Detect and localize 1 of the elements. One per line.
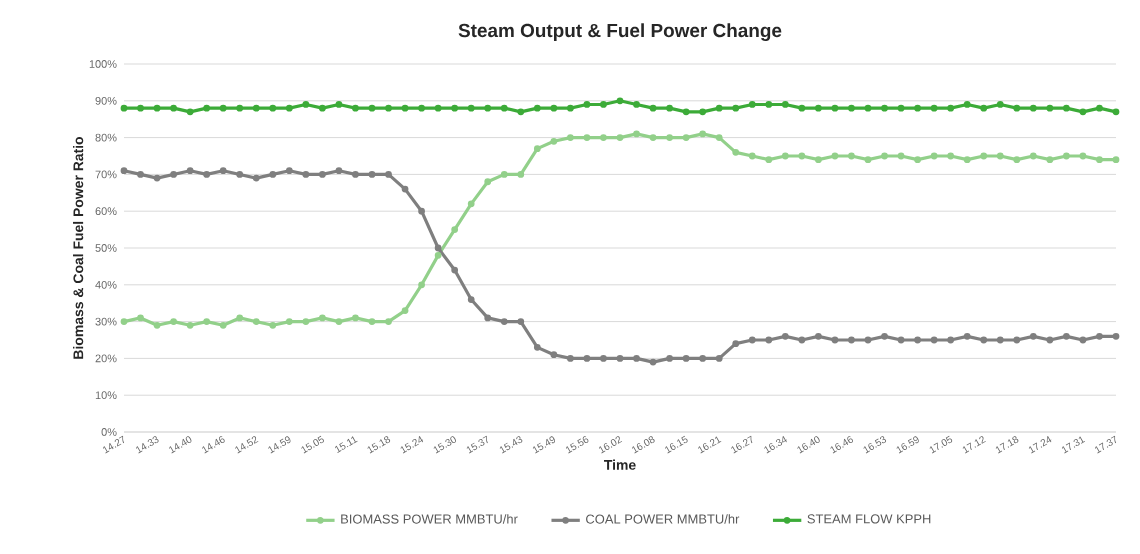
chart-title: Steam Output & Fuel Power Change	[458, 23, 782, 41]
